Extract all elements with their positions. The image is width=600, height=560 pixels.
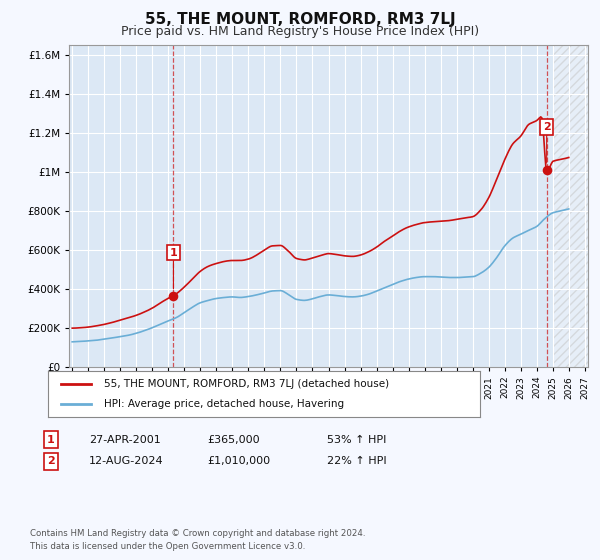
Text: Contains HM Land Registry data © Crown copyright and database right 2024.
This d: Contains HM Land Registry data © Crown c… bbox=[30, 529, 365, 550]
Text: 2: 2 bbox=[47, 456, 55, 466]
Text: 55, THE MOUNT, ROMFORD, RM3 7LJ: 55, THE MOUNT, ROMFORD, RM3 7LJ bbox=[145, 12, 455, 27]
Text: £365,000: £365,000 bbox=[207, 435, 260, 445]
Text: 2: 2 bbox=[543, 122, 551, 132]
Point bbox=[169, 291, 178, 300]
Text: 27-APR-2001: 27-APR-2001 bbox=[89, 435, 161, 445]
Text: Price paid vs. HM Land Registry's House Price Index (HPI): Price paid vs. HM Land Registry's House … bbox=[121, 25, 479, 38]
Point bbox=[542, 165, 551, 174]
Text: 55, THE MOUNT, ROMFORD, RM3 7LJ (detached house): 55, THE MOUNT, ROMFORD, RM3 7LJ (detache… bbox=[104, 379, 389, 389]
Text: 1: 1 bbox=[47, 435, 55, 445]
Text: £1,010,000: £1,010,000 bbox=[207, 456, 270, 466]
Text: 12-AUG-2024: 12-AUG-2024 bbox=[89, 456, 163, 466]
Text: 53% ↑ HPI: 53% ↑ HPI bbox=[327, 435, 386, 445]
Text: HPI: Average price, detached house, Havering: HPI: Average price, detached house, Have… bbox=[104, 399, 344, 409]
Text: 1: 1 bbox=[170, 248, 178, 258]
Text: 22% ↑ HPI: 22% ↑ HPI bbox=[327, 456, 386, 466]
